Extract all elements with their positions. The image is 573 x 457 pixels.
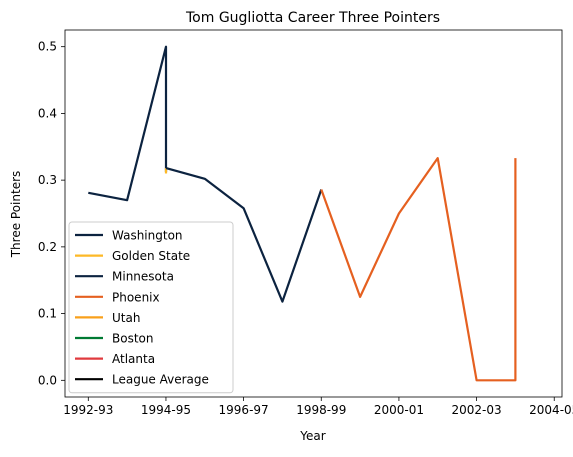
legend-label-league-average: League Average (112, 373, 209, 387)
x-tick-label: 1992-93 (63, 403, 113, 417)
x-tick-label: 2004-05 (529, 403, 573, 417)
series-line-minnesota (165, 167, 323, 303)
x-axis-label: Year (299, 429, 325, 443)
legend-label-boston: Boston (112, 332, 153, 346)
y-tick-label: 0.2 (38, 240, 57, 254)
y-tick-label: 0.1 (38, 307, 57, 321)
x-axis: 1992-93 1994-95 1996-97 1998-99 2000-01 2002-… (63, 397, 573, 417)
series-lines (88, 45, 517, 382)
plot-frame (64, 29, 563, 398)
legend-label-golden-state: Golden State (112, 249, 190, 263)
y-axis: 0.0 0.1 0.2 0.3 0.4 0.5 (38, 40, 65, 387)
series-line-washington (88, 45, 168, 202)
y-tick-label: 0.5 (38, 40, 57, 54)
legend-box (68, 221, 234, 394)
legend-label-phoenix: Phoenix (112, 290, 160, 304)
y-tick-label: 0.3 (38, 173, 57, 187)
x-tick-label: 1994-95 (141, 403, 191, 417)
x-tick-label: 1996-97 (219, 403, 269, 417)
y-tick-label: 0.4 (38, 106, 57, 120)
legend-label-atlanta: Atlanta (112, 352, 155, 366)
legend-label-minnesota: Minnesota (112, 270, 174, 284)
series-line-phoenix (320, 157, 517, 382)
x-tick-label: 1998-99 (296, 403, 346, 417)
chart-title: Tom Gugliotta Career Three Pointers (185, 10, 440, 26)
legend: Washington Golden State Minnesota Phoenix Ut… (68, 221, 234, 394)
y-tick-label: 0.0 (38, 373, 57, 387)
x-tick-label: 2002-03 (452, 403, 502, 417)
x-tick-label: 2000-01 (374, 403, 424, 417)
legend-label-utah: Utah (112, 311, 140, 325)
y-axis-label: Three Pointers (9, 171, 23, 259)
legend-label-washington: Washington (112, 229, 183, 243)
